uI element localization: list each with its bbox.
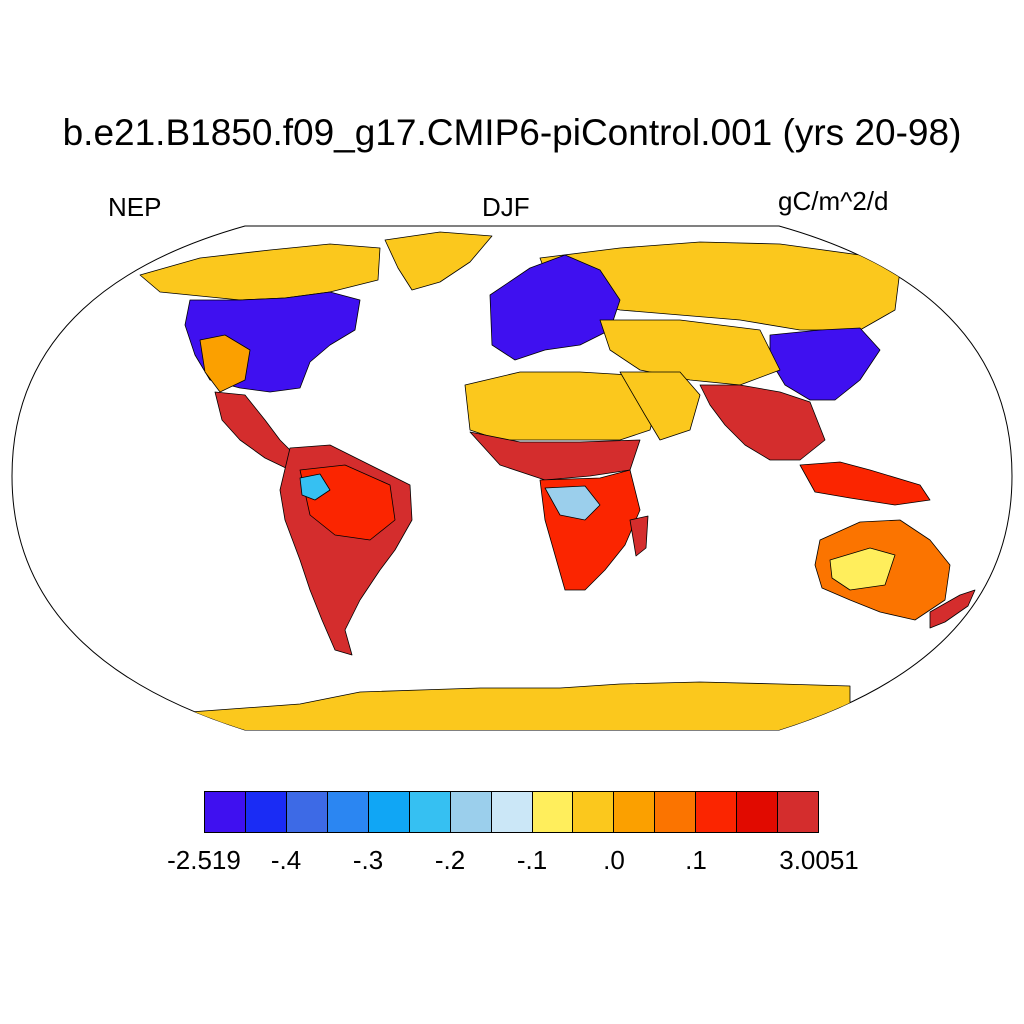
colorbar-box xyxy=(778,792,819,832)
colorbar-tick-label: .1 xyxy=(685,845,707,875)
colorbar-box xyxy=(491,792,533,832)
variable-label: NEP xyxy=(108,192,162,222)
colorbar-box xyxy=(696,792,738,832)
colorbar-tick-label: -.3 xyxy=(352,845,384,875)
colorbar-box xyxy=(409,792,451,832)
colorbar-box xyxy=(573,792,615,832)
land-congo-mixed xyxy=(544,485,601,521)
land-madagascar xyxy=(629,515,649,557)
land-western-north-america xyxy=(199,334,251,393)
plot-title: b.e21.B1850.f09_g17.CMIP6-piControl.001 … xyxy=(62,112,962,153)
land-greenland xyxy=(384,231,493,291)
colorbar-box xyxy=(368,792,410,832)
units-label: gC/m^2/d xyxy=(778,186,889,216)
colorbar-box xyxy=(655,792,697,832)
colorbar-tick-label: 3.0051 xyxy=(779,845,859,875)
colorbar-box xyxy=(737,792,779,832)
colorbar xyxy=(204,791,819,833)
season-label: DJF xyxy=(482,192,530,222)
land-new-zealand xyxy=(929,589,976,629)
colorbar-box xyxy=(205,792,246,832)
colorbar-tick-label: -.4 xyxy=(270,845,302,875)
colorbar-tick-label: .0 xyxy=(603,845,625,875)
colorbar-box xyxy=(532,792,574,832)
land-east-asia xyxy=(769,327,881,401)
colorbar-tick-label: -2.519 xyxy=(167,845,241,875)
colorbar-box xyxy=(614,792,656,832)
colorbar-box xyxy=(286,792,328,832)
colorbar-box xyxy=(245,792,287,832)
land-middle-east xyxy=(619,371,701,441)
land-australia-interior xyxy=(829,547,896,591)
land-south-asia xyxy=(699,384,826,461)
land-se-asia-islands xyxy=(799,461,931,506)
colorbar-box xyxy=(327,792,369,832)
land-antarctica xyxy=(189,681,851,730)
colorbar-tick-label: -.2 xyxy=(434,845,466,875)
land-amazon-mixed xyxy=(299,473,331,501)
colorbar-tick-label: -.1 xyxy=(516,845,548,875)
land-arctic-north-america xyxy=(139,243,381,301)
colorbar-box xyxy=(450,792,492,832)
